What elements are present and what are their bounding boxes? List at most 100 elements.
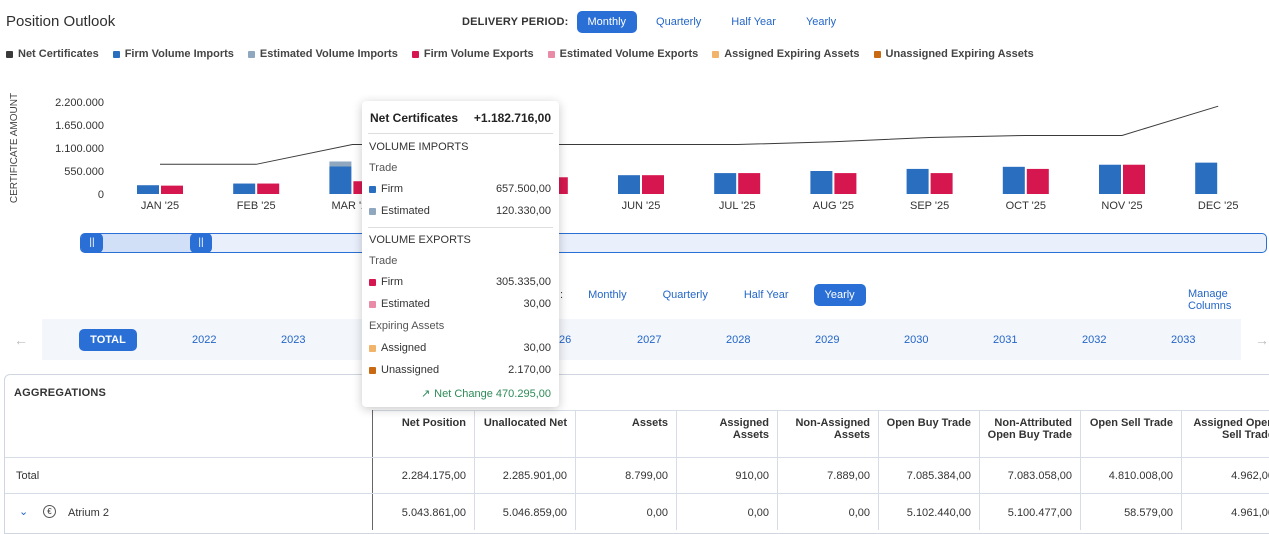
- position-chart: CERTIFICATE AMOUNT 2.200.000 1.650.000 1.10…: [9, 93, 1239, 212]
- firm-export-swatch-icon: [369, 278, 376, 286]
- chart-legend: Net Certificates Firm Volume Imports Estim…: [6, 48, 1034, 60]
- bar-firm-imports: [329, 166, 352, 194]
- manage-columns-link[interactable]: Manage Columns: [1188, 288, 1232, 312]
- period-quarterly-button[interactable]: Quarterly: [656, 16, 702, 28]
- x-tick-label: SEP '25: [910, 200, 949, 212]
- tooltip-exp-est-label: Estimated: [381, 298, 430, 310]
- aggregations-title: AGGREGATIONS: [14, 387, 107, 399]
- bar-firm-imports: [233, 183, 256, 194]
- period-yearly-button[interactable]: Yearly: [805, 16, 837, 28]
- view-half-year-button[interactable]: Half Year: [743, 289, 789, 301]
- series-line-net-certificates: [160, 105, 1219, 165]
- chevron-down-icon[interactable]: ⌄: [19, 506, 29, 518]
- header-bottom-rule: [5, 457, 1269, 458]
- bar-firm-exports: [834, 173, 857, 194]
- x-tick-label: JUL '25: [719, 200, 756, 212]
- x-tick-label: JUN '25: [622, 200, 661, 212]
- legend-label: Assigned Expiring Assets: [724, 48, 860, 60]
- bar-firm-exports: [161, 185, 183, 194]
- year-tab[interactable]: 2028: [726, 334, 751, 346]
- year-tab[interactable]: 2033: [1171, 334, 1196, 346]
- column-header: Assets: [631, 417, 668, 429]
- year-tab[interactable]: 2029: [815, 334, 840, 346]
- table-cell: 0,00: [646, 507, 668, 519]
- x-tick-label: FEB '25: [237, 200, 276, 212]
- column-divider: [777, 410, 778, 530]
- delivery-period-label: DELIVERY PERIOD:: [462, 16, 569, 28]
- prev-arrow-icon[interactable]: ←: [14, 332, 28, 348]
- bar-firm-exports: [642, 175, 664, 194]
- range-slider-track[interactable]: [80, 233, 1267, 253]
- table-cell: 0,00: [747, 507, 769, 519]
- next-arrow-icon[interactable]: →: [1255, 332, 1269, 348]
- x-tick-label: JAN '25: [141, 200, 179, 212]
- table-cell: 2.284.175,00: [401, 470, 466, 482]
- year-tab[interactable]: 2027: [637, 334, 662, 346]
- year-tab[interactable]: 2031: [993, 334, 1018, 346]
- table-cell: 5.100.477,00: [1007, 507, 1072, 519]
- tooltip-imp-firm-value: 657.500,00: [495, 183, 551, 195]
- tooltip-imports-trade: Trade: [369, 162, 398, 174]
- view-period-selector: : Monthly Quarterly Half Year Yearly: [560, 284, 880, 306]
- range-slider-selection[interactable]: [90, 234, 200, 252]
- legend-item[interactable]: Firm Volume Exports: [411, 48, 534, 60]
- column-header: Unallocated Net: [483, 417, 567, 429]
- legend-swatch-icon: [247, 50, 255, 58]
- bar-firm-exports: [1123, 164, 1145, 194]
- year-tab[interactable]: 2023: [281, 334, 306, 346]
- table-cell: 910,00: [735, 470, 769, 482]
- bar-firm-imports: [618, 175, 640, 194]
- bar-estimated-imports: [329, 161, 352, 167]
- table-cell: 5.046.859,00: [502, 507, 567, 519]
- legend-swatch-icon: [112, 50, 120, 58]
- column-header: Open Buy Trade: [886, 417, 971, 429]
- header-top-rule: [373, 410, 1269, 411]
- y-axis-label: CERTIFICATE AMOUNT: [9, 93, 20, 203]
- legend-item[interactable]: Net Certificates: [6, 48, 99, 60]
- tooltip-exports-header: VOLUME EXPORTS: [369, 234, 471, 246]
- legend-item[interactable]: Estimated Volume Imports: [247, 48, 398, 60]
- table-cell: 58.579,00: [1124, 507, 1173, 519]
- bar-firm-imports: [1002, 166, 1025, 194]
- legend-item[interactable]: Firm Volume Imports: [112, 48, 234, 60]
- column-header: Open Sell Trade: [1089, 417, 1173, 429]
- row-label: Atrium 2: [68, 507, 109, 519]
- legend-label: Net Certificates: [18, 48, 99, 60]
- column-divider: [878, 410, 879, 530]
- table-cell: 7.889,00: [827, 470, 870, 482]
- legend-label: Estimated Volume Imports: [259, 48, 398, 60]
- legend-item[interactable]: Assigned Expiring Assets: [712, 48, 860, 60]
- legend-label: Firm Volume Imports: [124, 48, 234, 60]
- column-header: Open Buy Trade: [987, 429, 1072, 441]
- period-monthly-button[interactable]: Monthly: [576, 11, 638, 33]
- year-tab-total[interactable]: TOTAL: [79, 329, 137, 351]
- legend-item[interactable]: Estimated Volume Exports: [547, 48, 698, 60]
- column-header: Assigned Open: [1193, 417, 1269, 429]
- column-divider: [676, 410, 677, 530]
- table-cell: 4.810.008,00: [1108, 470, 1173, 482]
- x-tick-label: DEC '25: [1198, 200, 1239, 212]
- legend-item[interactable]: Unassigned Expiring Assets: [873, 48, 1034, 60]
- view-yearly-button[interactable]: Yearly: [813, 284, 866, 306]
- period-half-year-button[interactable]: Half Year: [731, 16, 776, 28]
- bar-firm-exports: [1026, 168, 1049, 194]
- column-header: Assigned: [719, 417, 769, 429]
- year-tab[interactable]: 2030: [904, 334, 929, 346]
- tooltip-assigned-label: Assigned: [381, 342, 427, 354]
- table-cell: 4.961,00: [1231, 507, 1269, 519]
- table-cell: 5.102.440,00: [906, 507, 971, 519]
- view-monthly-button[interactable]: Monthly: [588, 289, 627, 301]
- y-tick-label: 1.100.000: [55, 143, 104, 155]
- column-divider: [1080, 410, 1081, 530]
- year-tab[interactable]: 2022: [192, 334, 217, 346]
- year-tab[interactable]: 26: [559, 334, 572, 346]
- column-header: Assets: [732, 429, 769, 441]
- column-header: Assets: [833, 429, 870, 441]
- chart-tooltip: Net Certificates +1.182.716,00 VOLUME IMP…: [362, 101, 559, 407]
- range-slider-left-handle[interactable]: ||: [81, 233, 103, 253]
- year-tab[interactable]: 2032: [1082, 334, 1107, 346]
- view-quarterly-button[interactable]: Quarterly: [662, 289, 708, 301]
- table-cell: 2.285.901,00: [502, 470, 567, 482]
- range-slider-right-handle[interactable]: ||: [190, 233, 212, 253]
- legend-label: Unassigned Expiring Assets: [885, 48, 1034, 60]
